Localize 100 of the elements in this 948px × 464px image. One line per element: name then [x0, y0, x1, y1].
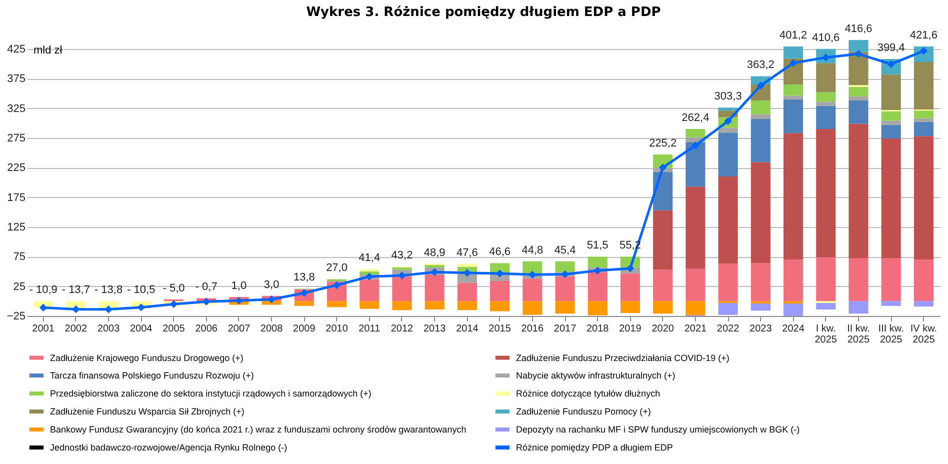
x-tick-label: 2024 — [782, 324, 805, 334]
data-label: 43,2 — [391, 250, 413, 262]
x-tick-label: III kw. 2025 — [878, 324, 904, 346]
legend-label: Bankowy Fundusz Gwarancyjny (do końca 2021 r.) wraz z funduszami ochrony środów gwarantowanych — [50, 424, 466, 434]
bar — [914, 110, 934, 118]
bar — [490, 280, 510, 302]
bar — [848, 96, 868, 101]
y-tick-label: 375 — [7, 73, 26, 86]
bar — [588, 272, 608, 302]
chart-title: Wykres 3. Różnice pomiędzy długiem EDP a PDP — [306, 5, 661, 20]
legend-label: Zadłużenie Funduszu Wsparcia Sił Zbrojnych (+) — [50, 406, 244, 416]
y-tick-label: 25 — [13, 280, 26, 293]
bar — [620, 301, 640, 314]
x-tick-label: 2021 — [684, 324, 708, 334]
point — [268, 296, 276, 304]
x-tick-label: 2007 — [228, 324, 251, 334]
bar — [653, 270, 673, 302]
x-tick-label: 2015 — [488, 324, 512, 334]
point — [332, 281, 341, 290]
x-tick-label: 2018 — [586, 324, 610, 334]
bar — [457, 282, 477, 302]
bar — [262, 301, 282, 305]
y-axis-title: mld zł — [34, 44, 63, 56]
data-label: - 5,0 — [162, 282, 185, 294]
bar — [783, 260, 804, 302]
bar — [718, 302, 738, 315]
point — [626, 264, 634, 272]
data-label: 3,0 — [264, 278, 280, 291]
x-tick-label: II kw. 2025 — [847, 324, 870, 346]
bar — [457, 301, 477, 310]
data-label: 363,2 — [746, 59, 774, 72]
bar — [653, 301, 673, 314]
bar — [816, 106, 836, 130]
bar — [588, 256, 608, 268]
data-label: 46,6 — [489, 246, 511, 258]
bar — [848, 86, 868, 96]
bar — [816, 257, 836, 302]
x-tick-label: IV kw. 2025 — [910, 324, 938, 346]
bar — [914, 62, 934, 110]
bar — [490, 263, 510, 273]
data-label: 262,4 — [682, 112, 710, 124]
data-label: 45,4 — [554, 244, 576, 256]
bar — [816, 63, 836, 92]
data-label: 48,9 — [424, 246, 446, 259]
x-tick-label: 2008 — [260, 324, 284, 334]
y-tick-label: 275 — [7, 132, 26, 144]
x-tick-label: 2012 — [390, 324, 414, 334]
point — [658, 164, 667, 172]
bar — [686, 186, 706, 269]
x-tick-label: 2020 — [652, 324, 674, 334]
y-tick-label: −25 — [6, 310, 26, 322]
data-label: 41,4 — [358, 252, 380, 264]
data-label: 416,6 — [844, 23, 872, 35]
bar — [620, 273, 640, 302]
data-label: 401,2 — [780, 30, 808, 42]
bar — [750, 301, 770, 304]
bar — [783, 301, 804, 304]
point — [170, 300, 178, 308]
x-tick-label: 2003 — [97, 324, 120, 334]
legend-label: Nabycie aktywów infrastrukturalnych (+) — [516, 370, 676, 380]
x-tick-label: 2022 — [716, 324, 740, 334]
bar — [686, 142, 706, 187]
legend-label: Tarcza finansowa Polskiego Funduszu Rozwoju (+) — [50, 370, 254, 380]
point — [137, 304, 145, 312]
bar — [848, 258, 868, 302]
bar — [718, 264, 738, 302]
data-label: - 0,7 — [195, 281, 218, 294]
bar — [686, 268, 706, 302]
y-tick-label: 425 — [7, 43, 26, 56]
bar — [914, 118, 934, 122]
data-label: - 13,7 — [62, 284, 90, 296]
point — [561, 270, 569, 278]
bar — [783, 84, 804, 96]
bar — [750, 162, 770, 264]
bar — [360, 301, 380, 309]
legend-label: Różnice pomiędzy PDP a długiem EDP — [516, 442, 673, 452]
bar — [588, 301, 608, 316]
data-label: 303,3 — [714, 90, 742, 103]
legend-label: Zadłużenie Funduszu Przeciwdziałania COVID-19 (+) — [516, 352, 730, 363]
x-tick-label: I kw. 2025 — [814, 324, 838, 346]
x-tick-label: 2002 — [64, 324, 88, 334]
bar — [424, 275, 444, 302]
bar — [783, 133, 804, 260]
bar — [294, 301, 314, 306]
data-label: 410,6 — [812, 32, 840, 44]
y-tick-label: 225 — [7, 162, 26, 174]
bar — [522, 301, 542, 315]
bar — [718, 176, 738, 264]
x-tick-label: 2004 — [130, 324, 153, 334]
y-tick-label: 75 — [13, 251, 26, 264]
bar — [848, 52, 868, 86]
legend-label: Depozyty na rachanku MF i SPW funduszy umiejscowionych w BGK (-) — [516, 424, 800, 434]
bar — [522, 278, 542, 302]
x-tick-label: 2014 — [456, 324, 479, 334]
x-tick-label: 2006 — [195, 324, 218, 334]
bar — [392, 301, 412, 310]
point — [72, 305, 80, 314]
bar — [881, 301, 901, 306]
bar — [424, 264, 444, 268]
bar — [750, 118, 770, 162]
